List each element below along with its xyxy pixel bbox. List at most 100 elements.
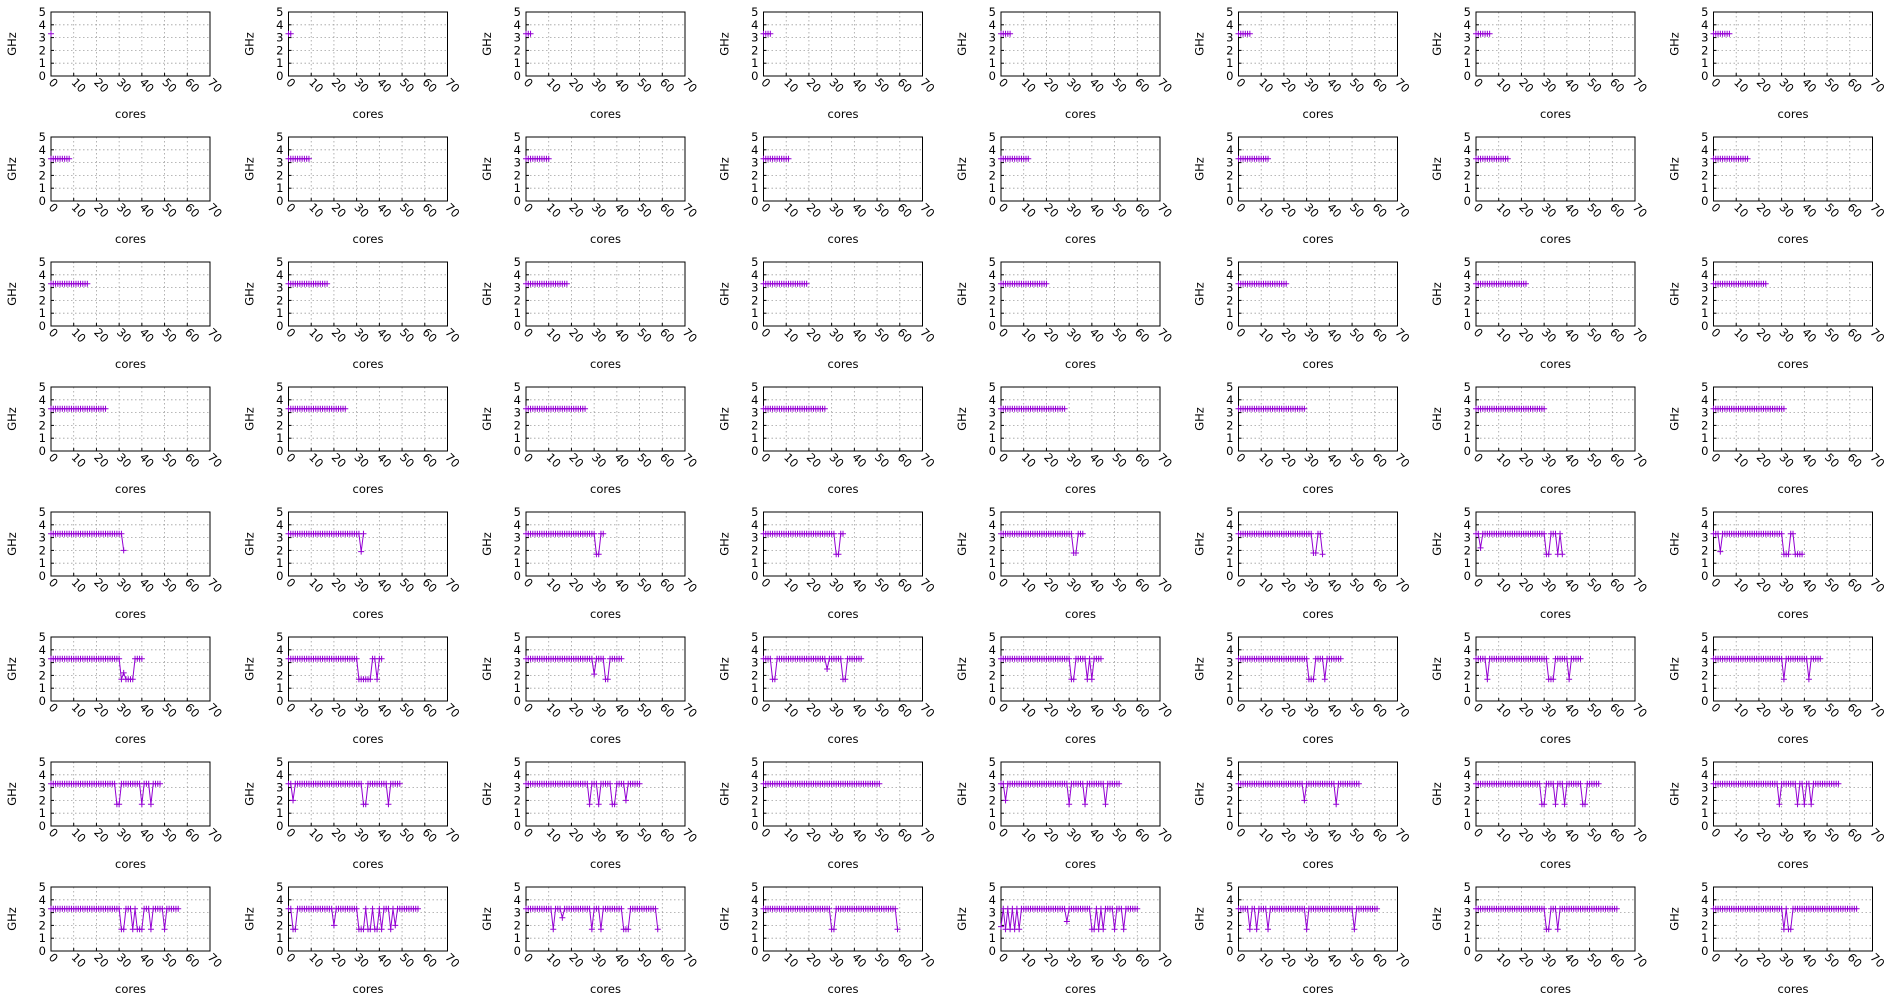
x-axis-label: cores	[1065, 107, 1096, 121]
y-tick-label: 1	[514, 181, 521, 195]
x-tick-label: 70	[1630, 825, 1650, 845]
x-tick-label: 60	[1607, 575, 1627, 595]
x-tick-label: 70	[917, 450, 937, 470]
x-tick-label: 70	[917, 700, 937, 720]
y-axis-label: GHz	[718, 782, 732, 806]
x-tick-label: 40	[374, 575, 394, 595]
x-tick-label: 40	[1324, 200, 1344, 220]
y-tick-label: 4	[989, 518, 996, 532]
x-tick-label: 40	[137, 700, 157, 720]
plot-frame	[1001, 262, 1160, 326]
y-tick-label: 0	[276, 694, 283, 708]
plot-frame	[1476, 512, 1635, 576]
x-tick-label: 60	[1132, 75, 1152, 95]
x-tick-label: 60	[1607, 325, 1627, 345]
x-tick-label: 60	[1845, 450, 1865, 470]
x-tick-label: 60	[657, 825, 677, 845]
x-tick-label: 0	[283, 450, 298, 465]
y-tick-label: 2	[1701, 168, 1708, 182]
y-tick-label: 0	[1701, 694, 1708, 708]
x-tick-label: 30	[827, 325, 847, 345]
x-tick-label: 40	[374, 450, 394, 470]
x-tick-label: 60	[1845, 825, 1865, 845]
plot-frame	[1239, 637, 1398, 701]
plot-frame	[1239, 262, 1398, 326]
plot-frame	[1239, 512, 1398, 576]
y-tick-label: 2	[39, 418, 46, 432]
x-tick-label: 40	[849, 950, 869, 970]
data-line	[1476, 784, 1599, 804]
plot-frame	[526, 762, 685, 826]
y-tick-label: 2	[276, 543, 283, 557]
y-tick-label: 4	[514, 768, 521, 782]
plot-frame	[51, 512, 210, 576]
x-tick-label: 0	[1471, 200, 1486, 215]
x-tick-label: 20	[1516, 200, 1536, 220]
y-tick-label: 4	[1701, 18, 1708, 32]
x-axis-label: cores	[353, 607, 384, 621]
x-axis-label: cores	[1303, 232, 1334, 246]
x-axis-label: cores	[353, 482, 384, 496]
x-tick-label: 60	[182, 950, 202, 970]
x-tick-label: 60	[657, 575, 677, 595]
y-tick-label: 2	[1701, 543, 1708, 557]
x-axis-label: cores	[590, 857, 621, 871]
x-tick-label: 0	[996, 575, 1011, 590]
y-tick-label: 3	[514, 31, 521, 45]
y-tick-label: 4	[1701, 268, 1708, 282]
y-tick-label: 1	[276, 681, 283, 695]
x-axis-label: cores	[1540, 607, 1571, 621]
plot-frame	[764, 262, 923, 326]
x-tick-label: 10	[544, 325, 564, 345]
y-tick-label: 0	[276, 569, 283, 583]
x-tick-label: 70	[917, 575, 937, 595]
x-tick-label: 10	[306, 575, 326, 595]
y-tick-label: 3	[39, 781, 46, 795]
x-tick-label: 70	[1630, 700, 1650, 720]
x-tick-label: 20	[1279, 700, 1299, 720]
y-tick-label: 2	[989, 293, 996, 307]
x-tick-label: 20	[804, 700, 824, 720]
y-axis-label: GHz	[718, 532, 732, 556]
x-tick-label: 60	[657, 325, 677, 345]
y-tick-label: 0	[39, 444, 46, 458]
x-tick-label: 20	[1754, 825, 1774, 845]
x-tick-label: 60	[1132, 325, 1152, 345]
x-tick-label: 40	[612, 950, 632, 970]
x-axis-label: cores	[115, 482, 146, 496]
y-axis-label: GHz	[480, 32, 494, 56]
y-tick-label: 2	[989, 168, 996, 182]
x-tick-label: 70	[1392, 700, 1412, 720]
x-tick-label: 0	[996, 450, 1011, 465]
y-tick-label: 1	[1464, 681, 1471, 695]
y-tick-label: 1	[39, 56, 46, 70]
x-tick-label: 40	[1324, 825, 1344, 845]
data-line	[526, 534, 603, 554]
x-tick-label: 50	[634, 75, 654, 95]
x-tick-label: 0	[1233, 700, 1248, 715]
x-tick-label: 0	[758, 325, 773, 340]
x-tick-label: 60	[1370, 450, 1390, 470]
y-tick-label: 5	[514, 255, 521, 269]
y-tick-label: 0	[39, 819, 46, 833]
y-tick-label: 3	[276, 781, 283, 795]
x-tick-label: 10	[1256, 700, 1276, 720]
x-tick-label: 40	[137, 575, 157, 595]
y-tick-label: 1	[39, 556, 46, 570]
x-tick-label: 20	[329, 325, 349, 345]
plot-frame	[764, 12, 923, 76]
point-marker	[596, 801, 602, 807]
data-line	[1001, 784, 1119, 804]
y-tick-label: 3	[276, 531, 283, 545]
y-tick-label: 2	[989, 918, 996, 932]
y-tick-label: 2	[1226, 668, 1233, 682]
x-tick-label: 50	[1822, 75, 1842, 95]
y-tick-label: 2	[514, 543, 521, 557]
